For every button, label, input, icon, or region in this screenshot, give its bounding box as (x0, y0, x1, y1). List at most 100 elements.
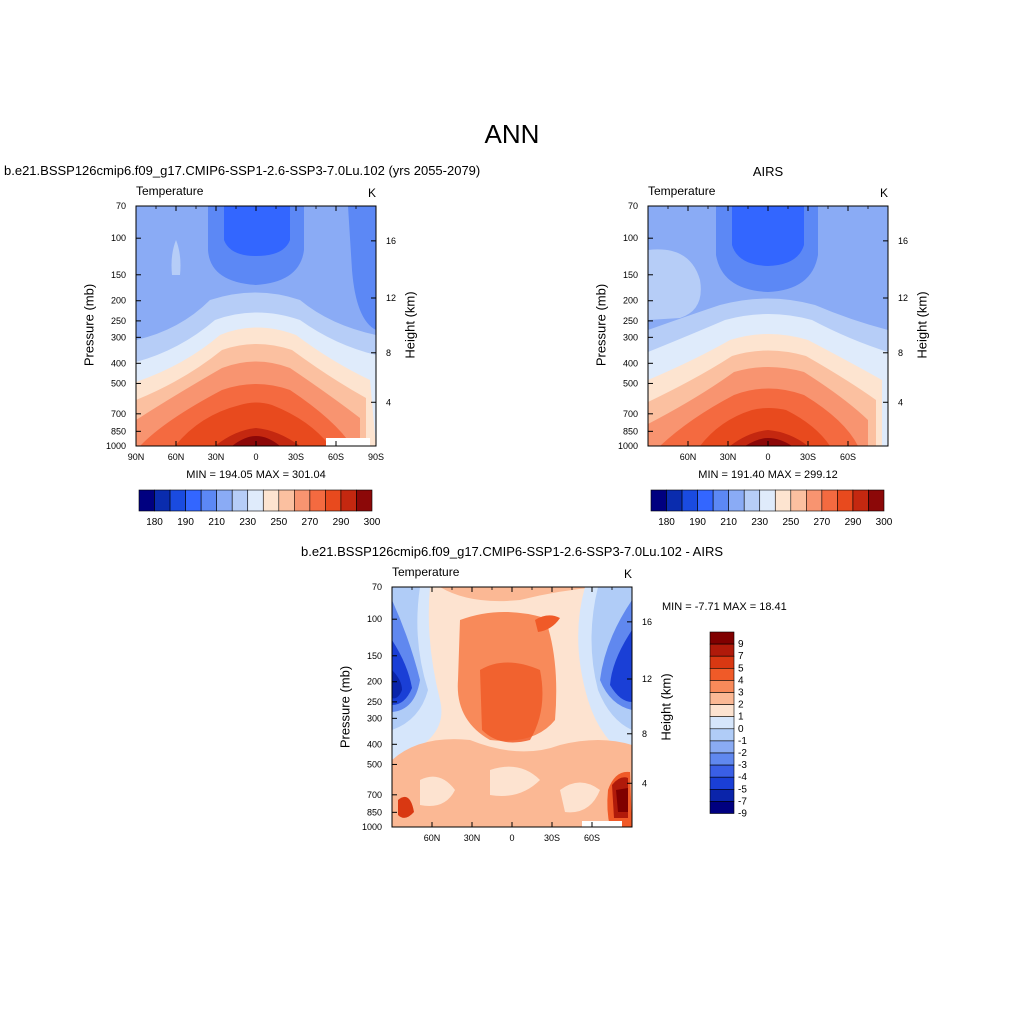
colorbar-box (709, 776, 735, 790)
y2-tick-label: 12 (642, 674, 652, 684)
colorbar-box (697, 489, 714, 512)
y2-tick-label: 8 (898, 348, 903, 358)
colorbar-box (278, 489, 295, 512)
colorbar-box (709, 728, 735, 742)
y-tick-label: 70 (628, 201, 638, 211)
x-tick-label: 30N (464, 833, 481, 843)
colorbar-box (138, 489, 155, 512)
panel-obs-units: K (879, 186, 888, 200)
colorbar-label: 190 (177, 517, 194, 528)
y-tick-label: 700 (623, 409, 638, 419)
colorbar-box (709, 788, 735, 802)
colorbar-label: -7 (738, 796, 747, 807)
colorbar-label: 2 (738, 700, 744, 711)
x-tick-label: 60S (584, 833, 600, 843)
y-tick-label: 300 (623, 332, 638, 342)
y-tick-label: 150 (623, 270, 638, 280)
panel-model-title: b.e21.BSSP126cmip6.f09_g17.CMIP6-SSP1-2.… (4, 163, 481, 178)
y-tick-label: 100 (623, 233, 638, 243)
colorbar-label: 3 (738, 688, 744, 699)
colorbar-label: 1 (738, 712, 744, 723)
colorbar-box (231, 489, 249, 512)
y-tick-label: 850 (367, 807, 382, 817)
y-tick-label: 100 (367, 614, 382, 624)
y-tick-label: 250 (623, 316, 638, 326)
colorbar-box (709, 655, 735, 669)
panel-diff-ticks: 60N 30N 0 30S 60S 70 100 150 200 250 300 400 500 700 8… (362, 582, 652, 843)
y-tick-label: 200 (623, 296, 638, 306)
colorbar-box (666, 489, 683, 512)
colorbar-label: 7 (738, 651, 744, 662)
colorbar-box (837, 489, 854, 512)
y-tick-label: 400 (111, 358, 126, 368)
colorbar-label: 300 (876, 517, 893, 528)
colorbar-box (154, 489, 171, 512)
panel-diff-field (392, 587, 632, 827)
y2-tick-label: 12 (386, 293, 396, 303)
y-tick-label: 70 (372, 582, 382, 592)
y-tick-label: 300 (367, 713, 382, 723)
colorbar-box (709, 752, 735, 766)
colorbar-box (806, 489, 823, 512)
colorbar-box (709, 643, 735, 657)
figure-title: ANN (484, 119, 540, 149)
y-tick-label: 300 (111, 332, 126, 342)
panel-diff-minmax: MIN = -7.71 MAX = 18.41 (662, 601, 787, 613)
x-tick-label: 60S (328, 452, 344, 462)
panel-model-colorbar: 180 190 210 230 250 270 290 300 (138, 489, 381, 528)
x-tick-label: 0 (253, 452, 258, 462)
colorbar-label: 250 (782, 517, 799, 528)
x-tick-label: 30S (288, 452, 304, 462)
colorbar-label: -5 (738, 784, 747, 795)
colorbar-label: 230 (239, 517, 256, 528)
y-tick-label: 400 (623, 358, 638, 368)
colorbar-label: -2 (738, 748, 747, 759)
y2-tick-label: 4 (386, 397, 391, 407)
colorbar-box (774, 489, 792, 512)
colorbar-box (709, 680, 735, 693)
colorbar-box (309, 489, 326, 512)
x-tick-label: 30N (720, 452, 737, 462)
y2-tick-label: 12 (898, 293, 908, 303)
colorbar-box (709, 667, 735, 681)
y-tick-label: 1000 (106, 441, 126, 451)
colorbar-label: 5 (738, 663, 744, 674)
x-tick-label: 90S (368, 452, 384, 462)
colorbar-label: -1 (738, 736, 747, 747)
y-tick-label: 250 (111, 316, 126, 326)
colorbar-label: 180 (658, 517, 675, 528)
y-tick-label: 100 (111, 233, 126, 243)
colorbar-label: 270 (814, 517, 831, 528)
colorbar-label: 0 (738, 724, 744, 735)
colorbar-label: 9 (738, 639, 744, 650)
colorbar-box (247, 489, 264, 512)
x-tick-label: 90N (128, 452, 145, 462)
colorbar-box (681, 489, 698, 512)
colorbar-label: 290 (333, 517, 350, 528)
y2-tick-label: 16 (386, 236, 396, 246)
y-tick-label: 200 (111, 296, 126, 306)
y2-tick-label: 4 (642, 778, 647, 788)
colorbar-label: 190 (689, 517, 706, 528)
colorbar-label: 300 (364, 517, 381, 528)
colorbar-box (759, 489, 776, 512)
colorbar-box (294, 489, 311, 512)
colorbar-box (709, 631, 735, 645)
colorbar-box (868, 489, 885, 512)
colorbar-box (709, 801, 735, 814)
colorbar-box (169, 489, 186, 512)
colorbar-box (728, 489, 745, 512)
panel-diff-variable: Temperature (392, 565, 460, 579)
x-tick-label: 0 (509, 833, 514, 843)
panel-model-minmax: MIN = 194.05 MAX = 301.04 (186, 469, 326, 481)
x-tick-label: 60N (168, 452, 185, 462)
colorbar-box (262, 489, 280, 512)
colorbar-box (709, 716, 735, 730)
y2-tick-label: 16 (642, 617, 652, 627)
colorbar-box (200, 489, 217, 512)
colorbar-label: -4 (738, 772, 747, 783)
colorbar-label: 210 (720, 517, 737, 528)
panel-diff-title: b.e21.BSSP126cmip6.f09_g17.CMIP6-SSP1-2.… (300, 544, 724, 559)
